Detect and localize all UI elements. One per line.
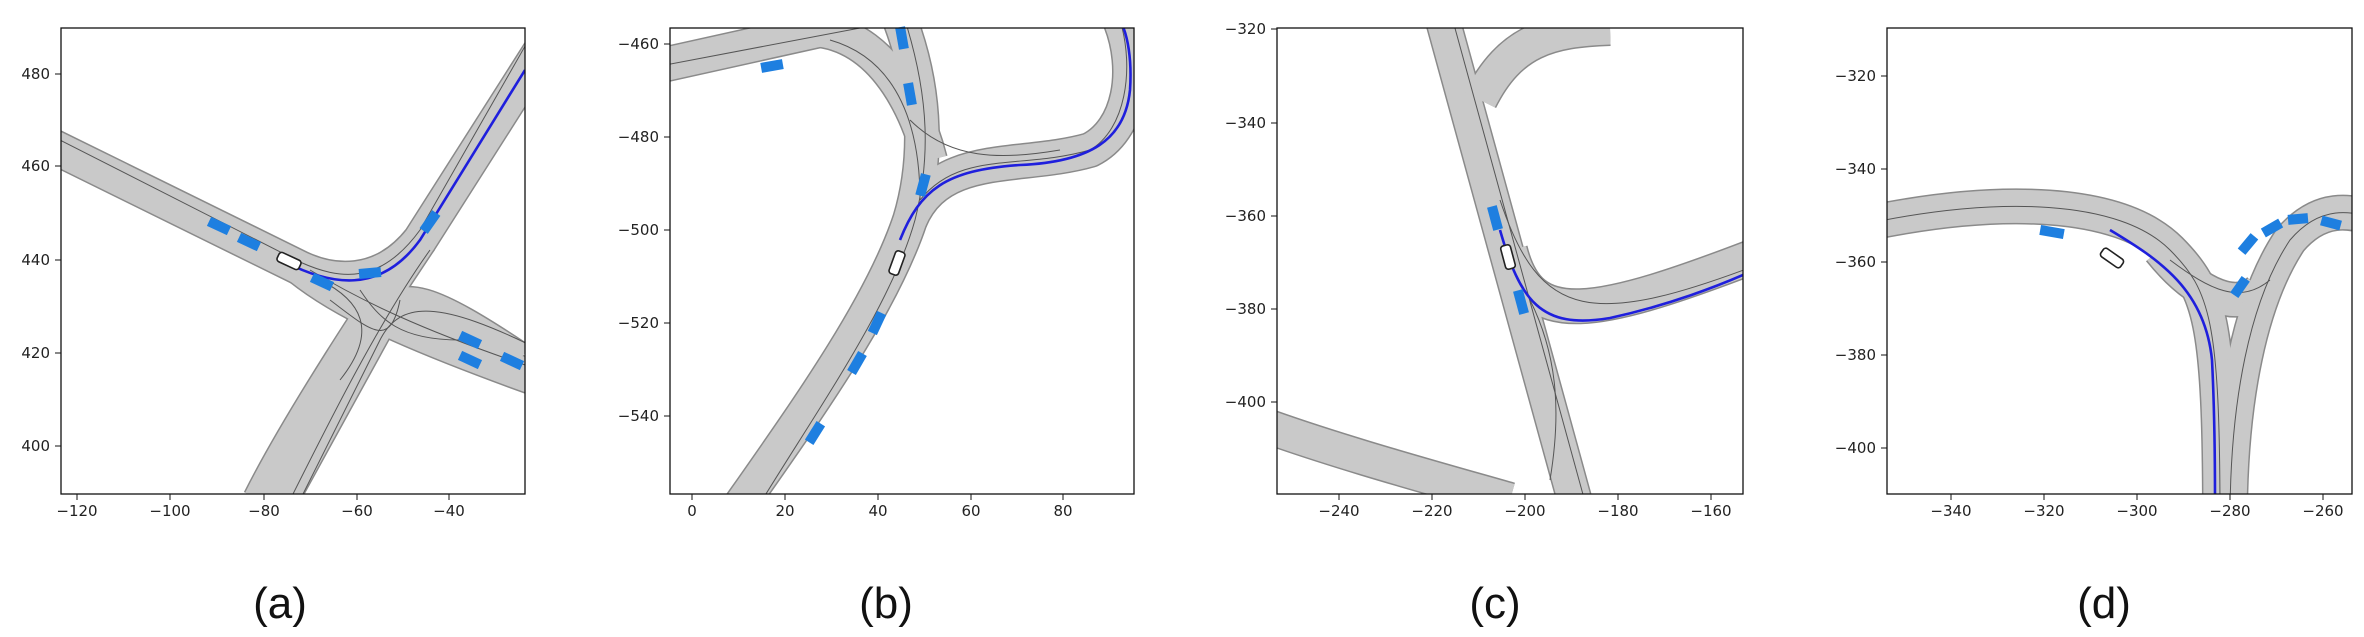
vehicle xyxy=(903,82,917,106)
panel-caption: (c) xyxy=(1469,579,1520,628)
vehicle xyxy=(236,232,262,252)
x-tick-label: −260 xyxy=(2302,502,2343,520)
y-axis-a: 480 460 440 420 400 xyxy=(21,65,61,455)
vehicle xyxy=(419,210,441,234)
panel-a: 480 460 440 420 400 −120 −100 −80 −60 −4… xyxy=(21,27,526,628)
y-tick-label: −380 xyxy=(1835,346,1876,364)
plot-frame-b xyxy=(669,27,1135,495)
y-tick-label: −500 xyxy=(618,221,659,239)
ego-vehicle xyxy=(888,250,906,276)
panel-caption: (a) xyxy=(253,579,307,628)
x-tick-label: −180 xyxy=(1597,502,1638,520)
vehicle xyxy=(457,350,483,370)
y-tick-label: −320 xyxy=(1225,20,1266,38)
x-tick-label: 0 xyxy=(687,502,697,520)
x-tick-label: −160 xyxy=(1690,502,1731,520)
road-network-a xyxy=(61,41,525,494)
vehicle xyxy=(867,310,887,336)
y-tick-label: −340 xyxy=(1835,160,1876,178)
x-axis-c: −240 −220 −200 −180 −160 xyxy=(1318,494,1732,520)
x-tick-label: −100 xyxy=(149,502,190,520)
y-axis-b: −460 −480 −500 −520 −540 xyxy=(618,35,670,425)
x-tick-label: −280 xyxy=(2209,502,2250,520)
vehicle xyxy=(2230,275,2250,299)
panel-caption: (d) xyxy=(2077,579,2131,628)
plot-frame-a xyxy=(60,27,526,495)
vehicle xyxy=(2320,215,2342,231)
y-axis-c: −320 −340 −360 −380 −400 xyxy=(1225,20,1277,411)
vehicle xyxy=(358,267,382,279)
vehicle xyxy=(760,59,784,73)
x-tick-label: −220 xyxy=(1411,502,1452,520)
vehicles-b xyxy=(760,26,931,445)
vehicle xyxy=(457,330,483,350)
y-tick-label: −360 xyxy=(1225,207,1266,225)
x-tick-label: −340 xyxy=(1930,502,1971,520)
vehicles-a xyxy=(206,210,525,371)
planned-trajectory-d xyxy=(2109,228,2217,494)
x-axis-d: −340 −320 −300 −280 −260 xyxy=(1930,494,2344,520)
y-axis-d: −320 −340 −360 −380 −400 xyxy=(1835,67,1887,457)
plot-frame-d xyxy=(1886,27,2353,495)
vehicle xyxy=(309,272,335,292)
vehicle xyxy=(2287,213,2309,225)
vehicle xyxy=(206,216,232,236)
y-tick-label: −520 xyxy=(618,314,659,332)
y-tick-label: −460 xyxy=(618,35,659,53)
panel-d: −320 −340 −360 −380 −400 −340 −320 −300 … xyxy=(1835,27,2353,628)
road-network-b xyxy=(670,28,1134,494)
vehicle xyxy=(1487,205,1503,231)
vehicle xyxy=(2039,224,2065,240)
ego-vehicle xyxy=(276,251,302,271)
y-tick-label: −320 xyxy=(1835,67,1876,85)
x-tick-label: −240 xyxy=(1318,502,1359,520)
x-tick-label: −80 xyxy=(248,502,280,520)
x-tick-label: −40 xyxy=(433,502,465,520)
vehicle xyxy=(2260,218,2284,238)
road-network-d xyxy=(1887,188,2352,494)
vehicle xyxy=(915,173,931,197)
y-tick-label: −480 xyxy=(618,128,659,146)
x-tick-label: 20 xyxy=(775,502,794,520)
y-tick-label: −540 xyxy=(618,407,659,425)
vehicle xyxy=(804,421,826,445)
x-tick-label: −120 xyxy=(56,502,97,520)
panel-caption: (b) xyxy=(859,579,913,628)
x-tick-label: 60 xyxy=(961,502,980,520)
vehicle xyxy=(1513,289,1529,315)
vehicle xyxy=(2237,233,2259,255)
y-tick-label: −400 xyxy=(1225,393,1266,411)
y-tick-label: −380 xyxy=(1225,300,1266,318)
y-tick-label: 400 xyxy=(21,437,50,455)
panel-c: −320 −340 −360 −380 −400 −240 −220 −200 … xyxy=(1225,20,1744,628)
x-tick-label: 40 xyxy=(868,502,887,520)
ego-vehicle xyxy=(2099,247,2125,269)
vehicles-c xyxy=(1487,205,1529,315)
vehicles-d xyxy=(2039,213,2342,299)
y-tick-label: −340 xyxy=(1225,114,1266,132)
y-tick-label: −400 xyxy=(1835,439,1876,457)
x-tick-label: −320 xyxy=(2023,502,2064,520)
y-tick-label: 420 xyxy=(21,344,50,362)
planned-trajectory-c xyxy=(1498,229,1743,322)
x-tick-label: −60 xyxy=(341,502,373,520)
y-tick-label: 440 xyxy=(21,251,50,269)
panel-b: −460 −480 −500 −520 −540 0 20 40 60 80 (… xyxy=(618,26,1135,628)
planned-trajectory-b xyxy=(898,28,1132,241)
y-tick-label: 480 xyxy=(21,65,50,83)
vehicle xyxy=(895,26,909,50)
y-tick-label: 460 xyxy=(21,157,50,175)
x-axis-b: 0 20 40 60 80 xyxy=(687,494,1073,520)
ego-vehicle xyxy=(1499,243,1517,271)
vehicle xyxy=(499,351,525,371)
planned-trajectory-a xyxy=(284,69,525,282)
plot-frame-c xyxy=(1276,27,1744,495)
x-tick-label: −300 xyxy=(2116,502,2157,520)
x-tick-label: −200 xyxy=(1504,502,1545,520)
x-tick-label: 80 xyxy=(1053,502,1072,520)
x-axis-a: −120 −100 −80 −60 −40 xyxy=(56,494,465,520)
vehicle xyxy=(847,350,867,376)
y-tick-label: −360 xyxy=(1835,253,1876,271)
